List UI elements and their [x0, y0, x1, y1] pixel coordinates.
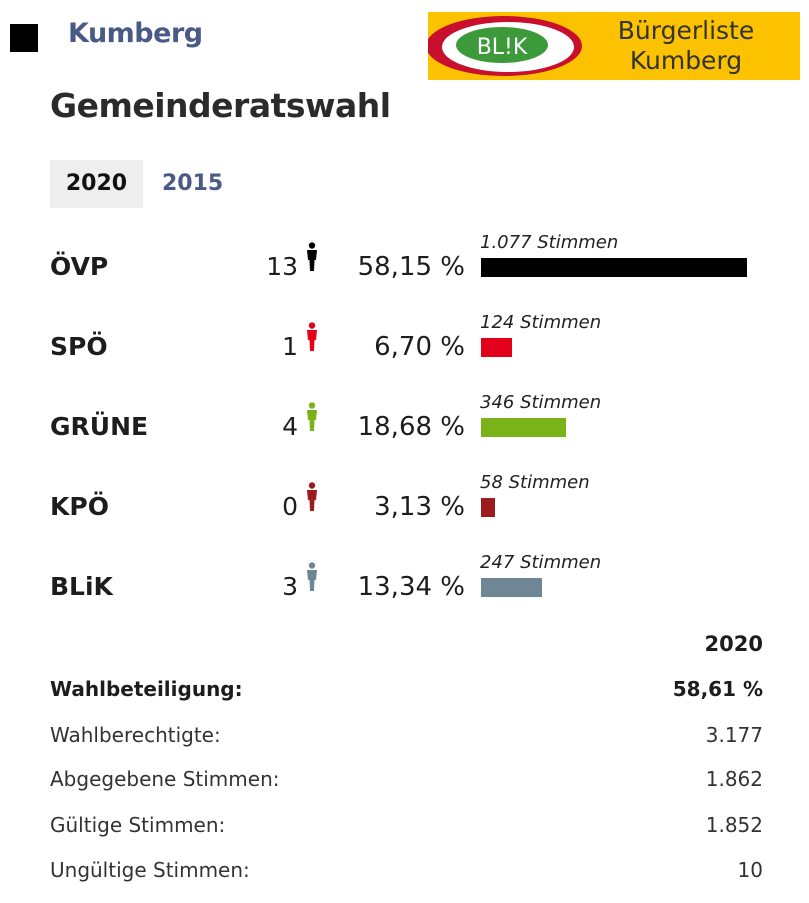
- vote-bar: [481, 258, 747, 277]
- person-figure-icon: [307, 402, 317, 431]
- tab-2015[interactable]: 2015: [162, 171, 224, 196]
- vote-count-label: 1.077 Stimmen: [480, 232, 619, 253]
- stat-label: Abgegebene Stimmen:: [50, 767, 280, 791]
- vote-percent: 3,13 %: [374, 492, 465, 522]
- person-figure-icon: [307, 242, 317, 271]
- stat-value: 58,61 %: [672, 677, 763, 701]
- vote-bar: [481, 338, 512, 357]
- party-name: ÖVP: [50, 252, 109, 281]
- seat-count: 3: [282, 572, 298, 601]
- seat-count: 0: [282, 492, 298, 521]
- vote-percent: 58,15 %: [357, 252, 465, 282]
- stat-row: Abgegebene Stimmen: 1.862: [50, 767, 763, 799]
- person-figure-icon: [307, 562, 317, 591]
- stat-row: Wahlberechtigte: 3.177: [50, 723, 763, 755]
- vote-percent: 6,70 %: [374, 332, 465, 362]
- stat-label: Wahlbeteiligung:: [50, 677, 243, 701]
- vote-bar: [481, 578, 542, 597]
- result-row: SPÖ 1 6,70 % 124 Stimmen: [0, 312, 809, 396]
- logo-badge-text: BL!K: [477, 35, 528, 60]
- result-row: GRÜNE 4 18,68 % 346 Stimmen: [0, 392, 809, 476]
- tab-2020[interactable]: 2020: [50, 160, 143, 208]
- vote-bar: [481, 418, 566, 437]
- party-name: GRÜNE: [50, 412, 149, 441]
- seat-count: 13: [266, 252, 298, 281]
- stats-year-header: 2020: [704, 632, 763, 656]
- blik-logo-icon: BL!K: [428, 16, 582, 76]
- stat-row: Gültige Stimmen: 1.852: [50, 813, 763, 845]
- party-name: SPÖ: [50, 332, 108, 361]
- municipality-name: Kumberg: [68, 18, 203, 49]
- vote-percent: 18,68 %: [357, 412, 465, 442]
- header-square-icon: [10, 24, 38, 52]
- logo-line-1: Bürgerliste: [617, 16, 755, 45]
- vote-count-label: 247 Stimmen: [480, 552, 602, 573]
- vote-bar: [481, 498, 495, 517]
- person-figure-icon: [307, 482, 317, 511]
- stat-row: Ungültige Stimmen: 10: [50, 858, 763, 890]
- stat-label: Ungültige Stimmen:: [50, 858, 250, 882]
- vote-count-label: 58 Stimmen: [480, 472, 590, 493]
- page-title: Gemeinderatswahl: [50, 86, 391, 125]
- vote-count-label: 124 Stimmen: [480, 312, 602, 333]
- vote-percent: 13,34 %: [357, 572, 465, 602]
- seat-count: 1: [282, 332, 298, 361]
- result-row: BLiK 3 13,34 % 247 Stimmen: [0, 552, 809, 636]
- stat-row: Wahlbeteiligung: 58,61 %: [50, 677, 763, 709]
- blik-logo-banner: BL!K Bürgerliste Kumberg: [428, 12, 800, 80]
- party-name: KPÖ: [50, 492, 109, 521]
- result-row: KPÖ 0 3,13 % 58 Stimmen: [0, 472, 809, 556]
- stat-label: Gültige Stimmen:: [50, 813, 226, 837]
- person-figure-icon: [307, 322, 317, 351]
- stat-value: 10: [737, 858, 763, 882]
- stat-value: 3.177: [705, 723, 763, 747]
- party-name: BLiK: [50, 572, 113, 601]
- logo-line-2: Kumberg: [629, 46, 743, 75]
- stat-value: 1.852: [705, 813, 763, 837]
- stat-value: 1.862: [705, 767, 763, 791]
- vote-count-label: 346 Stimmen: [480, 392, 602, 413]
- seat-count: 4: [282, 412, 298, 441]
- result-row: ÖVP 13 58,15 % 1.077 Stimmen: [0, 232, 809, 316]
- stat-label: Wahlberechtigte:: [50, 723, 221, 747]
